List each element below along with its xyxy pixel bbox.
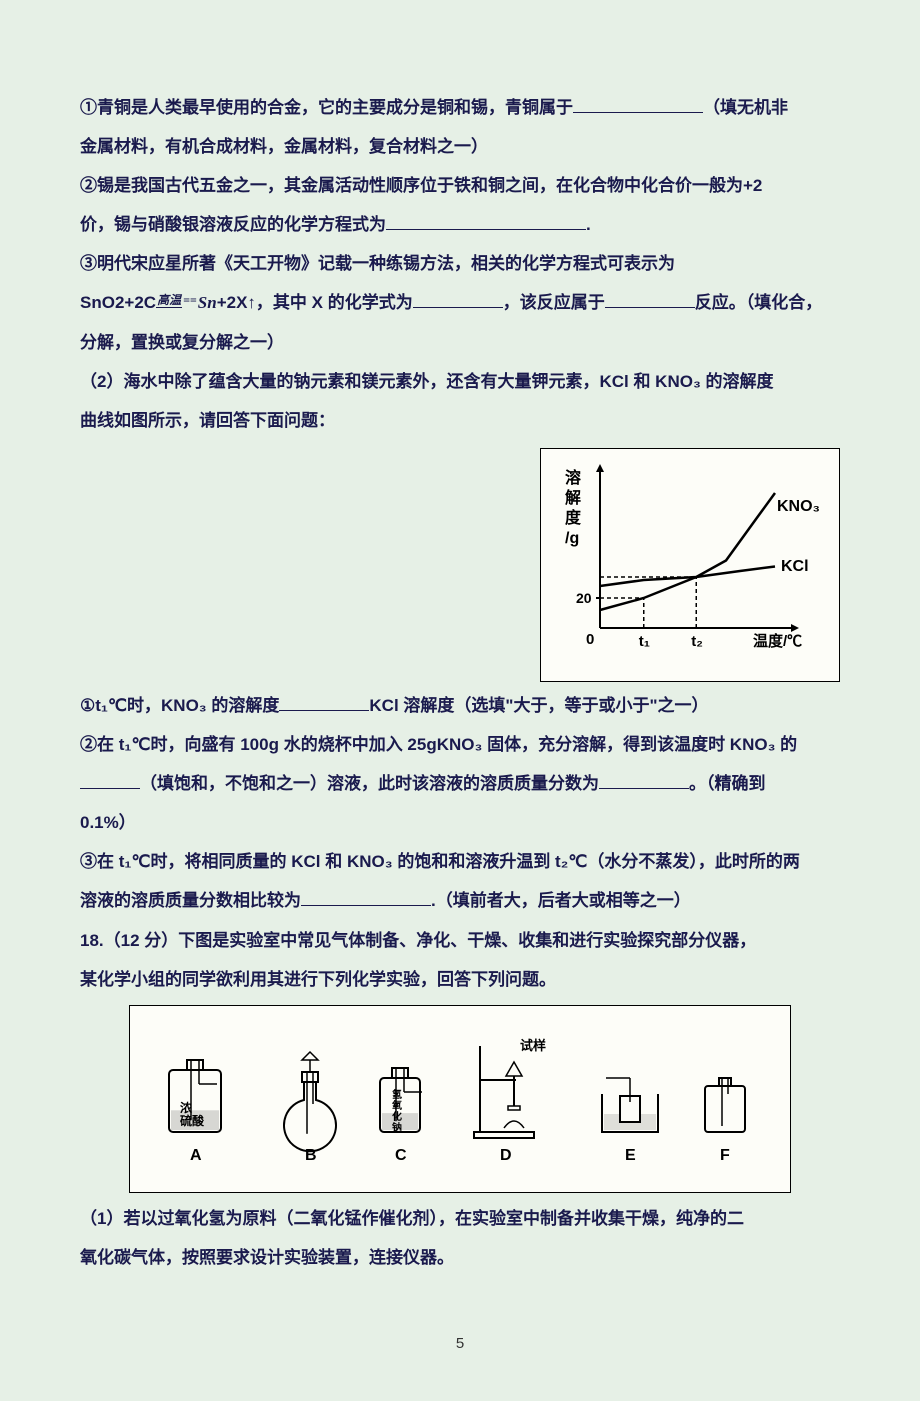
text: 某化学小组的同学欲利用其进行下列化学实验，回答下列问题。 [80, 970, 556, 989]
svg-text:化: 化 [392, 1110, 402, 1123]
svg-text:D: D [500, 1147, 512, 1164]
svg-text:氧: 氧 [391, 1099, 402, 1112]
svg-text:C: C [395, 1147, 407, 1164]
blank [413, 291, 503, 308]
line-7: （2）海水中除了蕴含大量的钠元素和镁元素外，还含有大量钾元素，KCl 和 KNO… [80, 362, 840, 401]
text: 氧化碳气体，按照要求设计实验装置，连接仪器。 [80, 1248, 454, 1267]
text: 。（精确到 [689, 774, 766, 793]
blank [599, 772, 689, 789]
text: ②锡是我国古代五金之一，其金属活动性顺序位于铁和铜之间，在化合物中化合价一般为+… [80, 176, 762, 195]
svg-text:硫酸: 硫酸 [180, 1113, 205, 1128]
cond-top: 高温 [156, 293, 182, 308]
line-8: 曲线如图所示，请回答下面问题： [80, 401, 840, 440]
svg-text:0: 0 [586, 631, 594, 648]
q3b: 溶液的溶质质量分数相比较为 .（填前者大，后者大或相等之一） [80, 881, 840, 920]
document-body: ①青铜是人类最早使用的合金，它的主要成分是铜和锡，青铜属于 （填无机非 金属材料，… [80, 88, 840, 1277]
apparatus-container: 浓硫酸 氢氧化钠 试样 A B C D E F [80, 1005, 840, 1193]
cond-bot: == [182, 293, 198, 307]
text: ②在 t₁℃时，向盛有 100g 水的烧杯中加入 25gKNO₃ 固体，充分溶解… [80, 735, 797, 754]
blank [301, 889, 431, 906]
q2b: （填饱和，不饱和之一）溶液，此时该溶液的溶质质量分数为 。（精确到 [80, 764, 840, 803]
blank [573, 96, 703, 113]
line-3b: 价，锡与硝酸银溶液反应的化学方程式为. [80, 205, 840, 244]
line-3a: ②锡是我国古代五金之一，其金属活动性顺序位于铁和铜之间，在化合物中化合价一般为+… [80, 166, 840, 205]
line-4: ③明代宋应星所著《天工开物》记载一种练锡方法，相关的化学方程式可表示为 [80, 244, 840, 283]
r1a: （1）若以过氧化氢为原料（二氧化锰作催化剂），在实验室中制备并收集干燥，纯净的二 [80, 1199, 840, 1238]
svg-text:20: 20 [576, 590, 592, 606]
blank [386, 213, 586, 230]
r1b: 氧化碳气体，按照要求设计实验装置，连接仪器。 [80, 1238, 840, 1277]
eq-e: 反应。（填化合， [695, 293, 823, 312]
text: ③明代宋应星所著《天工开物》记载一种练锡方法，相关的化学方程式可表示为 [80, 254, 675, 273]
svg-text:/g: /g [565, 530, 579, 547]
svg-text:解: 解 [565, 488, 581, 507]
line-eq: SnO2+2C高温==Sn+2X↑，其中 X 的化学式为 ，该反应属于 反应。（填化… [80, 283, 840, 322]
text: （1）若以过氧化氢为原料（二氧化锰作催化剂），在实验室中制备并收集干燥，纯净的二 [80, 1209, 744, 1228]
text: 价，锡与硝酸银溶液反应的化学方程式为 [80, 215, 386, 234]
svg-text:度: 度 [565, 508, 582, 527]
svg-text:温度/℃: 温度/℃ [753, 632, 802, 650]
svg-text:溶: 溶 [565, 468, 581, 487]
text: 分解，置换或复分解之一） [80, 333, 284, 352]
line-2: 金属材料，有机合成材料，金属材料，复合材料之一） [80, 127, 840, 166]
svg-text:A: A [190, 1147, 202, 1164]
text: KCl 溶解度（选填"大于，等于或小于"之一） [369, 696, 708, 715]
svg-text:钠: 钠 [392, 1121, 402, 1134]
svg-text:浓: 浓 [180, 1100, 193, 1115]
eq-sn: Sn [198, 293, 217, 312]
page-number: 5 [80, 1327, 840, 1362]
q3a: ③在 t₁℃时，将相同质量的 KCl 和 KNO₃ 的饱和和溶液升温到 t₂℃（… [80, 842, 840, 881]
svg-text:KCl: KCl [781, 558, 809, 575]
svg-text:试样: 试样 [520, 1038, 546, 1053]
line-6: 分解，置换或复分解之一） [80, 323, 840, 362]
text: 0.1%） [80, 813, 136, 832]
text: （填饱和，不饱和之一）溶液，此时该溶液的溶质质量分数为 [140, 774, 599, 793]
q18b: 某化学小组的同学欲利用其进行下列化学实验，回答下列问题。 [80, 960, 840, 999]
solubility-chart: 溶解度/g 0 20 t₁ t₂ 温度/℃ KNO₃ KCl [540, 448, 840, 682]
text: 曲线如图所示，请回答下面问题： [80, 411, 335, 430]
svg-text:B: B [305, 1147, 317, 1164]
svg-text:氢: 氢 [392, 1088, 402, 1101]
q1: ①t₁℃时，KNO₃ 的溶解度 KCl 溶解度（选填"大于，等于或小于"之一） [80, 686, 840, 725]
text: （填无机非 [703, 98, 788, 117]
eq-left: SnO2+2C [80, 293, 156, 312]
solubility-chart-container: 溶解度/g 0 20 t₁ t₂ 温度/℃ KNO₃ KCl [80, 448, 840, 682]
blank [279, 694, 369, 711]
svg-text:KNO₃: KNO₃ [777, 498, 820, 515]
eq-c: +2X↑，其中 X 的化学式为 [217, 293, 413, 312]
text: 金属材料，有机合成材料，金属材料，复合材料之一） [80, 137, 488, 156]
q2d: 0.1%） [80, 803, 840, 842]
apparatus-svg: 浓硫酸 氢氧化钠 试样 A B C D E F [140, 1012, 780, 1172]
text: . [586, 215, 591, 234]
text: 18.（12 分）下图是实验室中常见气体制备、净化、干燥、收集和进行实验探究部分… [80, 931, 756, 950]
q2a: ②在 t₁℃时，向盛有 100g 水的烧杯中加入 25gKNO₃ 固体，充分溶解… [80, 725, 840, 764]
text: （2）海水中除了蕴含大量的钠元素和镁元素外，还含有大量钾元素，KCl 和 KNO… [80, 372, 774, 391]
text: ①t₁℃时，KNO₃ 的溶解度 [80, 696, 279, 715]
svg-text:E: E [625, 1147, 636, 1164]
svg-text:F: F [720, 1147, 730, 1164]
text: ①青铜是人类最早使用的合金，它的主要成分是铜和锡，青铜属于 [80, 98, 573, 117]
solubility-chart-svg: 溶解度/g 0 20 t₁ t₂ 温度/℃ KNO₃ KCl [545, 453, 835, 663]
text: .（填前者大，后者大或相等之一） [431, 891, 691, 910]
svg-text:t₁: t₁ [639, 633, 650, 650]
text: ③在 t₁℃时，将相同质量的 KCl 和 KNO₃ 的饱和和溶液升温到 t₂℃（… [80, 852, 800, 871]
blank [80, 772, 140, 789]
svg-text:t₂: t₂ [691, 633, 703, 650]
blank [605, 291, 695, 308]
line-1: ①青铜是人类最早使用的合金，它的主要成分是铜和锡，青铜属于 （填无机非 [80, 88, 840, 127]
apparatus-diagram: 浓硫酸 氢氧化钠 试样 A B C D E F [129, 1005, 791, 1193]
reaction-condition: 高温== [156, 294, 198, 306]
q18a: 18.（12 分）下图是实验室中常见气体制备、净化、干燥、收集和进行实验探究部分… [80, 921, 840, 960]
text: 溶液的溶质质量分数相比较为 [80, 891, 301, 910]
eq-d: ，该反应属于 [503, 293, 605, 312]
